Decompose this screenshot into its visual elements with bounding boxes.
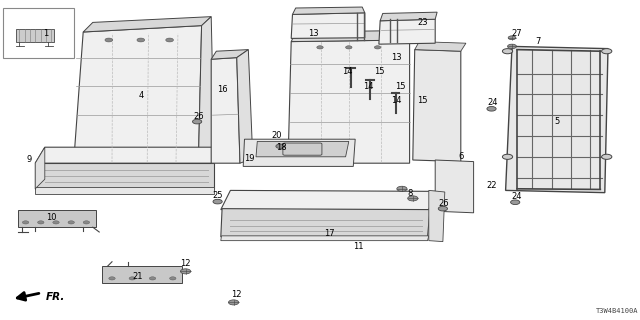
Text: 15: 15 bbox=[417, 96, 428, 105]
Polygon shape bbox=[429, 190, 445, 242]
Polygon shape bbox=[256, 141, 349, 157]
Text: 26: 26 bbox=[193, 112, 204, 121]
Circle shape bbox=[317, 46, 323, 49]
Polygon shape bbox=[415, 42, 466, 51]
Circle shape bbox=[408, 196, 418, 201]
Polygon shape bbox=[18, 210, 96, 227]
Circle shape bbox=[52, 221, 60, 224]
Polygon shape bbox=[237, 50, 253, 163]
Circle shape bbox=[374, 46, 381, 49]
Text: 14: 14 bbox=[392, 96, 402, 105]
Text: 12: 12 bbox=[180, 260, 191, 268]
Circle shape bbox=[170, 277, 176, 280]
Circle shape bbox=[166, 38, 173, 42]
Text: 27: 27 bbox=[512, 29, 522, 38]
Text: 19: 19 bbox=[244, 154, 255, 163]
Circle shape bbox=[137, 38, 145, 42]
Circle shape bbox=[397, 186, 407, 191]
Circle shape bbox=[129, 277, 136, 280]
Text: 1: 1 bbox=[44, 29, 49, 38]
Polygon shape bbox=[221, 236, 429, 241]
Polygon shape bbox=[291, 30, 415, 42]
Text: 5: 5 bbox=[554, 117, 559, 126]
Circle shape bbox=[438, 206, 447, 211]
Polygon shape bbox=[292, 7, 365, 14]
Circle shape bbox=[213, 199, 222, 204]
Polygon shape bbox=[379, 19, 435, 44]
Circle shape bbox=[38, 221, 44, 224]
Circle shape bbox=[502, 49, 513, 54]
Circle shape bbox=[487, 107, 496, 111]
Circle shape bbox=[511, 200, 520, 204]
Circle shape bbox=[508, 36, 516, 40]
Polygon shape bbox=[74, 26, 202, 163]
FancyBboxPatch shape bbox=[283, 143, 322, 155]
Text: 6: 6 bbox=[458, 152, 463, 161]
Polygon shape bbox=[288, 40, 410, 163]
Text: 11: 11 bbox=[353, 242, 364, 251]
Text: 21: 21 bbox=[132, 272, 143, 281]
Circle shape bbox=[602, 49, 612, 54]
Polygon shape bbox=[380, 12, 437, 21]
Text: 15: 15 bbox=[374, 68, 384, 76]
Polygon shape bbox=[35, 147, 214, 163]
Polygon shape bbox=[243, 139, 355, 166]
Text: 13: 13 bbox=[392, 53, 402, 62]
Text: 20: 20 bbox=[271, 132, 282, 140]
Bar bbox=[3, 8, 74, 58]
Text: 26: 26 bbox=[438, 199, 449, 208]
Polygon shape bbox=[35, 147, 45, 189]
Text: 12: 12 bbox=[232, 290, 242, 299]
Text: 17: 17 bbox=[324, 229, 335, 238]
Circle shape bbox=[105, 38, 113, 42]
Circle shape bbox=[193, 119, 202, 124]
Circle shape bbox=[109, 277, 115, 280]
Circle shape bbox=[346, 46, 352, 49]
Polygon shape bbox=[221, 190, 435, 210]
Polygon shape bbox=[435, 160, 474, 213]
Polygon shape bbox=[221, 209, 430, 237]
Polygon shape bbox=[16, 29, 54, 42]
Text: 7: 7 bbox=[535, 37, 540, 46]
Text: 13: 13 bbox=[308, 29, 319, 38]
Circle shape bbox=[276, 144, 285, 148]
Text: 15: 15 bbox=[395, 82, 405, 91]
Text: 22: 22 bbox=[486, 181, 497, 190]
Polygon shape bbox=[102, 266, 182, 283]
Text: 8: 8 bbox=[407, 189, 412, 198]
Text: 14: 14 bbox=[363, 82, 373, 91]
Polygon shape bbox=[506, 46, 608, 193]
Text: FR.: FR. bbox=[46, 292, 65, 302]
Circle shape bbox=[22, 221, 29, 224]
Polygon shape bbox=[211, 50, 248, 59]
Circle shape bbox=[83, 221, 90, 224]
Text: 10: 10 bbox=[46, 213, 56, 222]
Text: 24: 24 bbox=[488, 98, 498, 107]
Text: 23: 23 bbox=[417, 18, 428, 27]
Polygon shape bbox=[211, 58, 240, 163]
Text: 4: 4 bbox=[138, 92, 143, 100]
Text: 14: 14 bbox=[342, 68, 353, 76]
Circle shape bbox=[228, 300, 239, 305]
Polygon shape bbox=[198, 17, 214, 163]
Text: 18: 18 bbox=[276, 143, 287, 152]
Circle shape bbox=[502, 154, 513, 159]
Text: T3W4B4100A: T3W4B4100A bbox=[596, 308, 639, 314]
Polygon shape bbox=[291, 13, 365, 38]
Polygon shape bbox=[413, 50, 461, 162]
Circle shape bbox=[602, 154, 612, 159]
Polygon shape bbox=[83, 17, 211, 32]
Polygon shape bbox=[35, 187, 214, 194]
Circle shape bbox=[508, 44, 516, 49]
Polygon shape bbox=[35, 163, 214, 189]
Circle shape bbox=[149, 277, 156, 280]
Text: 25: 25 bbox=[212, 191, 223, 200]
Text: 24: 24 bbox=[512, 192, 522, 201]
Circle shape bbox=[68, 221, 74, 224]
Text: 9: 9 bbox=[26, 156, 31, 164]
Circle shape bbox=[180, 269, 191, 274]
Text: 16: 16 bbox=[218, 85, 228, 94]
